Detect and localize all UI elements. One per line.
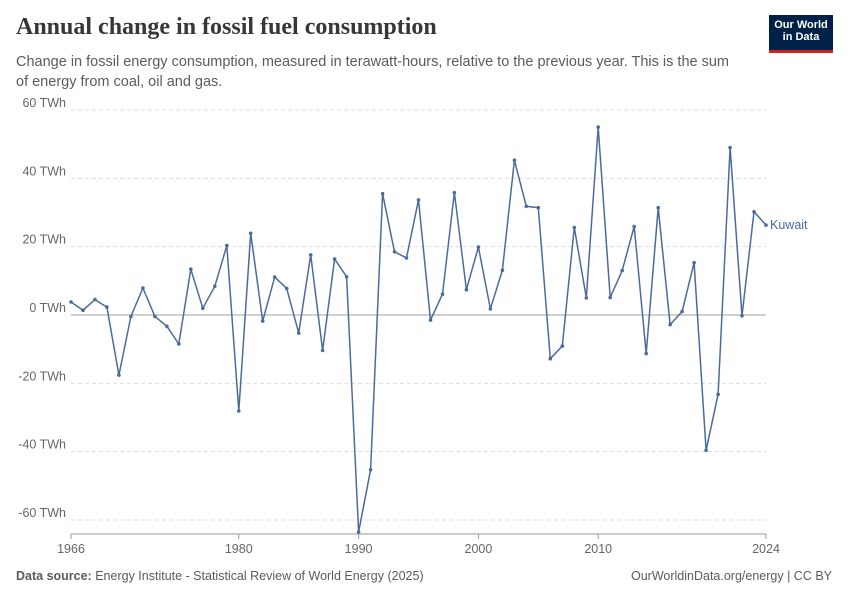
data-point xyxy=(740,313,744,318)
data-point xyxy=(392,250,397,254)
data-point xyxy=(284,286,289,291)
data-point xyxy=(752,210,756,214)
data-point xyxy=(93,297,97,302)
data-source: Data source: Energy Institute - Statisti… xyxy=(16,569,424,583)
owid-logo[interactable]: Our World in Data xyxy=(769,15,833,53)
data-point xyxy=(572,225,577,230)
logo-line-2: in Data xyxy=(782,31,820,43)
data-point xyxy=(344,274,349,279)
data-point xyxy=(404,256,409,260)
data-source-label: Data source: xyxy=(16,569,92,583)
data-point xyxy=(488,307,493,311)
x-tick-label: 2024 xyxy=(752,542,780,556)
data-point xyxy=(464,287,469,292)
data-point xyxy=(416,198,421,202)
series-label: Kuwait xyxy=(770,218,808,232)
data-point xyxy=(428,318,433,322)
data-point xyxy=(153,314,157,319)
data-point xyxy=(524,204,529,209)
data-point xyxy=(308,253,313,257)
data-point xyxy=(728,145,732,150)
data-point xyxy=(704,448,708,453)
data-point xyxy=(237,409,241,413)
data-point xyxy=(440,292,445,297)
data-point xyxy=(656,205,660,210)
y-tick-label: 40 TWh xyxy=(22,164,66,178)
y-tick-label: -60 TWh xyxy=(18,506,66,520)
footer-link[interactable]: OurWorldinData.org/energy | CC BY xyxy=(630,569,832,583)
data-point xyxy=(81,308,85,313)
data-point xyxy=(201,306,205,311)
data-point xyxy=(213,284,217,289)
data-point xyxy=(129,314,133,319)
data-point xyxy=(105,305,109,309)
data-point xyxy=(272,275,277,279)
data-point xyxy=(117,373,121,377)
data-point xyxy=(620,268,624,273)
series-line xyxy=(70,126,767,533)
data-point xyxy=(560,344,565,348)
data-point xyxy=(368,468,373,472)
y-tick-label: 20 TWh xyxy=(22,233,66,247)
data-point xyxy=(177,342,181,346)
data-point xyxy=(536,205,541,210)
data-point xyxy=(500,268,505,273)
data-point xyxy=(716,392,720,397)
x-tick-label: 1980 xyxy=(225,542,253,556)
data-point xyxy=(332,257,337,261)
x-tick-label: 2000 xyxy=(465,542,493,556)
data-point xyxy=(512,158,517,162)
data-point xyxy=(189,267,193,272)
data-point xyxy=(356,530,361,534)
data-point xyxy=(380,191,385,196)
logo-line-1: Our World xyxy=(774,19,828,31)
y-tick-label: -40 TWh xyxy=(18,438,66,452)
data-point xyxy=(584,296,589,300)
data-point xyxy=(668,322,672,327)
data-point xyxy=(141,286,145,290)
data-point xyxy=(608,295,612,300)
data-point xyxy=(764,223,768,227)
data-source-text[interactable]: Energy Institute - Statistical Review of… xyxy=(95,569,424,583)
data-point xyxy=(548,356,553,361)
data-point xyxy=(632,224,636,229)
data-point xyxy=(69,300,73,304)
x-tick-label: 2010 xyxy=(584,542,612,556)
y-tick-label: 0 TWh xyxy=(29,301,66,315)
chart-subtitle: Change in fossil energy consumption, mea… xyxy=(16,54,730,90)
data-point xyxy=(596,125,600,129)
data-point xyxy=(165,324,169,329)
data-point xyxy=(476,245,481,249)
data-point xyxy=(692,260,696,265)
data-point xyxy=(260,319,265,323)
x-tick-label: 1966 xyxy=(57,542,85,556)
x-tick-label: 1990 xyxy=(345,542,373,556)
data-point xyxy=(452,190,457,195)
y-tick-label: 60 TWh xyxy=(22,96,66,110)
y-tick-label: -20 TWh xyxy=(18,369,66,383)
data-point xyxy=(320,348,325,353)
data-point xyxy=(225,243,229,248)
data-point xyxy=(680,309,684,314)
data-point xyxy=(296,331,301,335)
data-point xyxy=(248,231,253,236)
data-point xyxy=(644,351,648,356)
chart-title: Annual change in fossil fuel consumption xyxy=(16,14,437,40)
